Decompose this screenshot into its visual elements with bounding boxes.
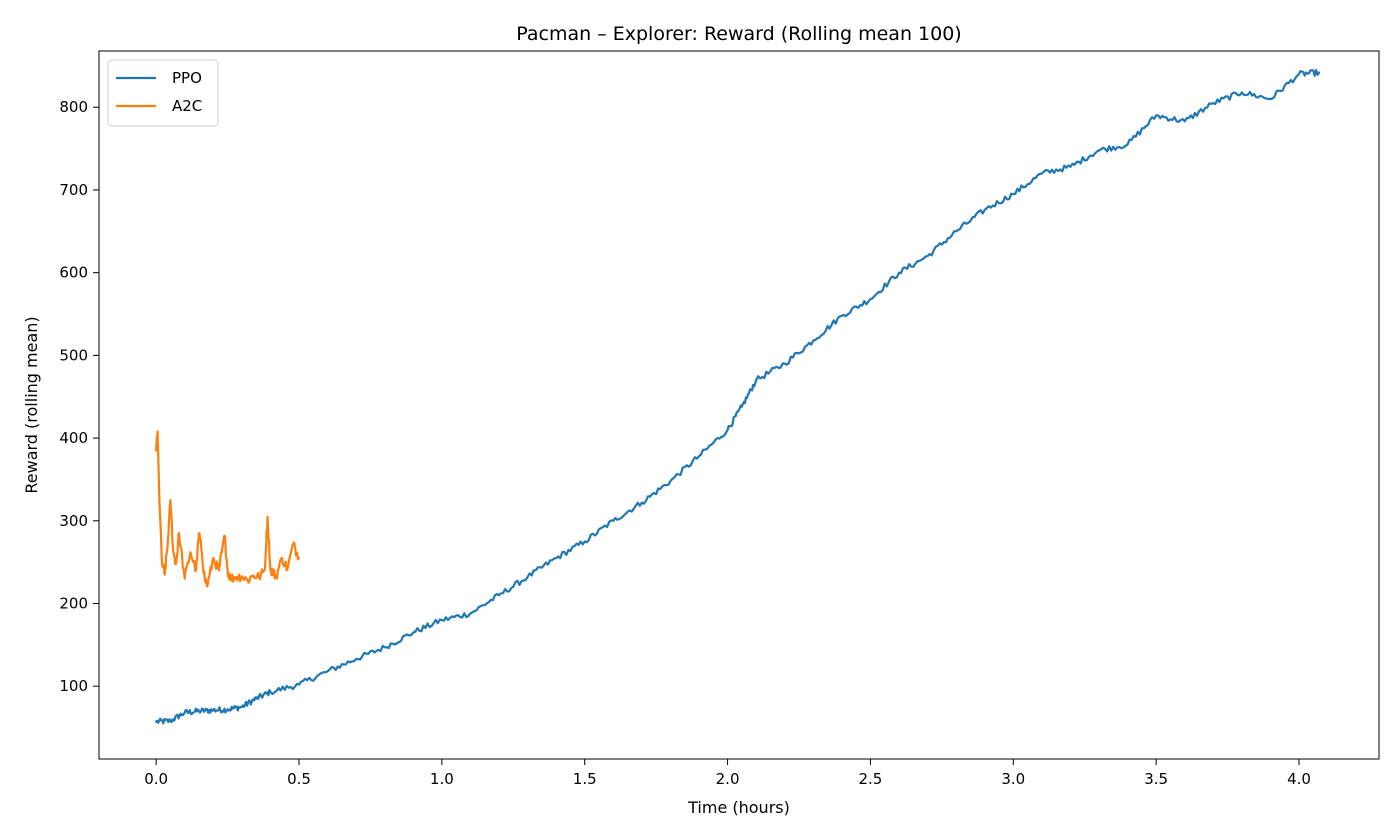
legend: PPO A2C bbox=[107, 59, 219, 127]
y-tick-label: 300 bbox=[59, 512, 88, 530]
y-tick-label: 100 bbox=[59, 677, 88, 695]
x-tick-label: 1.0 bbox=[430, 770, 454, 788]
legend-box bbox=[107, 59, 219, 127]
x-axis-label: Time (hours) bbox=[687, 798, 790, 817]
plot-area bbox=[155, 69, 1321, 725]
x-tick-label: 4.0 bbox=[1287, 770, 1311, 788]
axis-ticks: 0.0 0.5 1.0 1.5 2.0 2.5 3.0 3.5 4.0 100 200 300 400 5… bbox=[59, 98, 1311, 788]
y-tick-label: 700 bbox=[59, 181, 88, 199]
series-line-ppo bbox=[155, 69, 1321, 725]
x-tick-label: 0.0 bbox=[144, 770, 168, 788]
legend-label-ppo: PPO bbox=[172, 69, 202, 87]
x-tick-label: 0.5 bbox=[287, 770, 311, 788]
x-tick-label: 1.5 bbox=[573, 770, 597, 788]
legend-label-a2c: A2C bbox=[172, 97, 202, 115]
y-tick-label: 200 bbox=[59, 595, 88, 613]
y-tick-label: 800 bbox=[59, 98, 88, 116]
series-line-a2c bbox=[155, 430, 301, 588]
chart-title: Pacman – Explorer: Reward (Rolling mean … bbox=[516, 23, 961, 45]
y-tick-label: 400 bbox=[59, 429, 88, 447]
y-axis-label: Reward (rolling mean) bbox=[22, 316, 41, 493]
x-tick-label: 3.5 bbox=[1144, 770, 1168, 788]
y-tick-label: 500 bbox=[59, 346, 88, 364]
x-tick-label: 2.5 bbox=[858, 770, 882, 788]
x-tick-label: 2.0 bbox=[716, 770, 740, 788]
x-tick-label: 3.0 bbox=[1001, 770, 1025, 788]
plot-frame bbox=[98, 50, 1380, 760]
y-tick-label: 600 bbox=[59, 264, 88, 282]
